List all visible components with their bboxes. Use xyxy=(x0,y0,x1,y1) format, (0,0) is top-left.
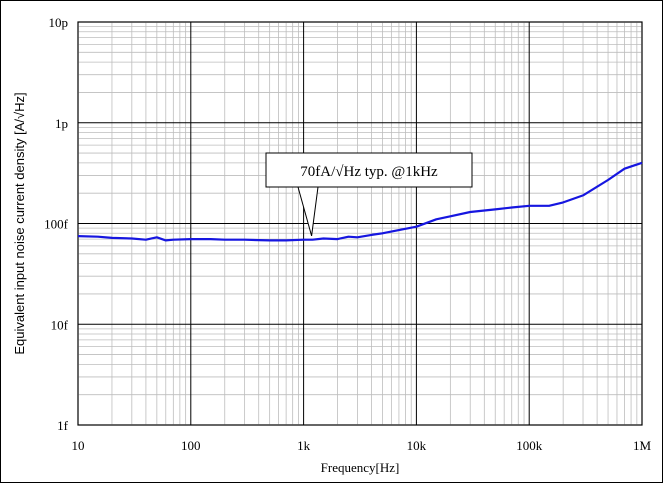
x-axis-label: Frequency[Hz] xyxy=(321,460,400,475)
grid xyxy=(77,21,643,426)
callout-box xyxy=(265,152,473,188)
series-line xyxy=(77,161,643,242)
series-layer xyxy=(77,161,643,242)
y-tick-label: 10p xyxy=(49,15,69,30)
x-tick-label: 100k xyxy=(516,438,543,453)
x-tick-label: 100 xyxy=(181,438,201,453)
annotation-callout: 70fA/√Hz typ. @1kHz xyxy=(265,152,473,237)
y-axis-label: Equivalent input noise current density [… xyxy=(12,92,27,354)
y-tick-label: 100f xyxy=(44,217,69,232)
y-tick-label: 10f xyxy=(51,317,69,332)
y-tick-label: 1f xyxy=(57,418,69,433)
y-tick-label: 1p xyxy=(55,116,68,131)
tick-labels: 10 100 1k 10k 100k 1M 1f 10f 100f 1p 10p xyxy=(44,15,651,453)
x-tick-label: 10 xyxy=(72,438,85,453)
x-tick-label: 1k xyxy=(297,438,311,453)
x-tick-label: 10k xyxy=(407,438,427,453)
callout-text: 70fA/√Hz typ. @1kHz xyxy=(300,164,438,180)
x-tick-label: 1M xyxy=(633,438,652,453)
